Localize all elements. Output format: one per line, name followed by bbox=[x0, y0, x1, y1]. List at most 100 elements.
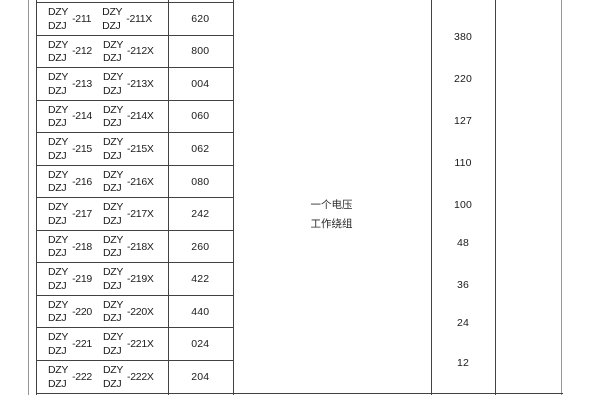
model-group-x-variant: DZY DZJ -217X bbox=[103, 202, 154, 226]
code-value: 260 bbox=[191, 240, 210, 253]
model-family-stack: DZY DZJ bbox=[48, 300, 68, 324]
model-family-stack: DZY DZJ bbox=[48, 104, 68, 130]
model-cell: DZY DZJ -218 DZY DZJ -218X bbox=[36, 231, 168, 263]
model-family-dzj: DZJ bbox=[48, 377, 67, 390]
model-family-stack: DZY DZJ bbox=[103, 137, 123, 161]
voltage-value: 36 bbox=[456, 278, 470, 291]
model-family-stack: DZY DZJ bbox=[103, 72, 123, 96]
code-value: 422 bbox=[191, 273, 210, 286]
table-row: DZY DZJ -221 DZY DZJ -221X 024 bbox=[36, 328, 234, 362]
code-value: 060 bbox=[191, 110, 210, 123]
code-value: 440 bbox=[191, 305, 210, 318]
code-cell: 260 bbox=[168, 231, 234, 263]
table-row: DZY DZJ -212 DZY DZJ -212X 800 bbox=[36, 36, 233, 69]
code-cell: 440 bbox=[168, 296, 234, 328]
model-group-x-variant: DZY DZJ -212X bbox=[103, 39, 154, 63]
voltage-value: 48 bbox=[456, 236, 470, 249]
model-family-dzj: DZJ bbox=[102, 312, 122, 325]
voltage-value: 24 bbox=[456, 316, 470, 329]
table-row: DZY DZJ -218 DZY DZJ -218X 260 bbox=[36, 231, 233, 264]
model-cell: DZY DZJ -222 DZY DZJ -222X bbox=[36, 361, 168, 393]
model-cell: DZY DZJ -219 DZY DZJ -219X bbox=[36, 263, 168, 295]
model-family-dzy: DZY bbox=[48, 331, 69, 344]
model-group-x-variant: DZY DZJ -215X bbox=[103, 137, 154, 161]
model-family-stack: DZY DZJ bbox=[48, 235, 68, 259]
voltage-column-right-border bbox=[495, 0, 497, 395]
model-group-x-variant: DZY DZJ -214X bbox=[103, 104, 154, 128]
model-family-dzj: DZJ bbox=[48, 117, 67, 130]
model-group-primary: DZY DZJ -215 bbox=[48, 137, 92, 161]
model-family-dzj: DZJ bbox=[48, 52, 67, 65]
model-number-x: -217X bbox=[127, 208, 154, 221]
table-row: DZY DZJ -222 DZY DZJ -222X 204 bbox=[36, 361, 233, 393]
model-group-x-variant: DZY DZJ -220X bbox=[103, 300, 154, 324]
model-group-x-variant: DZY DZJ -221X bbox=[103, 332, 154, 356]
code-cell: 800 bbox=[168, 36, 234, 68]
model-cell: DZY DZJ -211 DZY DZJ -211X bbox=[36, 3, 168, 35]
model-family-stack: DZY DZJ bbox=[103, 39, 123, 63]
code-cell: 204 bbox=[168, 361, 234, 393]
model-family-dzy: DZY bbox=[102, 331, 124, 344]
model-family-dzj: DZJ bbox=[102, 344, 122, 357]
table-row: DZY DZJ -216 DZY DZJ -216X 080 bbox=[36, 166, 233, 199]
model-family-stack: DZY DZJ bbox=[48, 365, 68, 389]
model-family-dzj: DZJ bbox=[48, 84, 67, 97]
model-number: -217 bbox=[72, 208, 92, 221]
model-number: -216 bbox=[72, 175, 92, 188]
model-family-dzy: DZY bbox=[48, 6, 69, 19]
code-value: 080 bbox=[191, 175, 210, 188]
model-family-dzy: DZY bbox=[102, 364, 124, 377]
model-group-primary: DZY DZJ -217 bbox=[48, 202, 92, 226]
model-family-dzy: DZY bbox=[102, 168, 124, 181]
model-group-primary: DZY DZJ -213 bbox=[48, 72, 92, 96]
outer-right-gray-line bbox=[561, 0, 563, 395]
model-number: -212 bbox=[72, 45, 92, 58]
model-cell: DZY DZJ -215 DZY DZJ -215X bbox=[36, 133, 168, 165]
voltage-value: 12 bbox=[456, 356, 470, 369]
model-family-stack: DZY DZJ bbox=[48, 202, 68, 226]
code-value: 004 bbox=[191, 77, 210, 90]
winding-description: 一个电压 工作绕组 bbox=[233, 196, 430, 233]
model-number: -220 bbox=[72, 305, 92, 318]
model-family-stack: DZY DZJ bbox=[48, 267, 68, 291]
voltage-value: 380 bbox=[453, 30, 473, 43]
model-number-x: -215X bbox=[127, 142, 154, 155]
model-family-dzj: DZJ bbox=[48, 279, 67, 292]
table-row: DZY DZJ -214 DZY DZJ -214X 060 bbox=[36, 101, 233, 134]
model-family-stack: DZY DZJ bbox=[103, 332, 123, 356]
model-family-dzj: DZJ bbox=[48, 312, 67, 325]
model-family-dzj: DZJ bbox=[102, 182, 122, 195]
model-group-x-variant: DZY DZJ -216X bbox=[103, 170, 154, 194]
model-family-dzy: DZY bbox=[48, 364, 69, 377]
model-family-dzy: DZY bbox=[48, 233, 69, 246]
code-cell: 024 bbox=[168, 328, 234, 360]
model-number-x: -213X bbox=[127, 77, 154, 90]
model-family-stack: DZY DZJ bbox=[103, 104, 123, 128]
model-number: -221 bbox=[72, 338, 92, 351]
model-group-x-variant: DZY DZJ -211X bbox=[102, 7, 152, 31]
model-group-primary: DZY DZJ -222 bbox=[48, 365, 92, 389]
model-group-x-variant: DZY DZJ -213X bbox=[103, 72, 154, 96]
model-family-stack: DZY DZJ bbox=[103, 267, 123, 291]
code-cell: 242 bbox=[168, 198, 234, 230]
code-value: 024 bbox=[191, 338, 210, 351]
model-number: -211 bbox=[72, 12, 92, 25]
model-family-stack: DZY DZJ bbox=[103, 300, 123, 324]
model-number-x: -221X bbox=[127, 338, 154, 351]
model-number-x: -216X bbox=[127, 175, 154, 188]
model-cell: DZY DZJ -214 DZY DZJ -214X bbox=[36, 101, 168, 133]
model-number: -222 bbox=[72, 370, 92, 383]
code-value: 204 bbox=[191, 370, 210, 383]
model-family-dzj: DZJ bbox=[102, 279, 122, 292]
code-value: 062 bbox=[191, 142, 210, 155]
model-number-x: -211X bbox=[126, 12, 153, 25]
model-number: -215 bbox=[72, 142, 92, 155]
model-number-x: -212X bbox=[127, 45, 154, 58]
model-family-dzy: DZY bbox=[102, 266, 124, 279]
model-number-x: -214X bbox=[127, 110, 154, 123]
model-family-dzy: DZY bbox=[102, 136, 124, 149]
model-cell: DZY DZJ -220 DZY DZJ -220X bbox=[36, 296, 168, 328]
code-cell: 620 bbox=[168, 3, 234, 35]
model-family-dzj: DZJ bbox=[102, 377, 122, 390]
